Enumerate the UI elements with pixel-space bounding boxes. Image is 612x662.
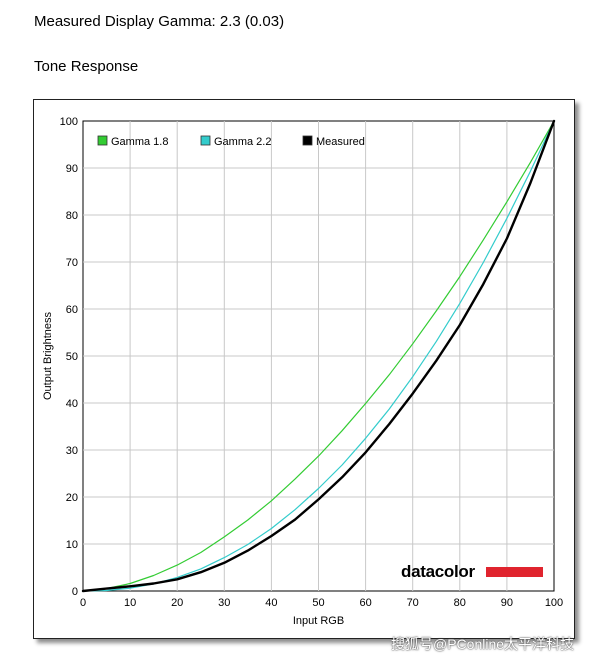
series-lines bbox=[81, 119, 556, 593]
datacolor-logo-bar bbox=[486, 567, 543, 577]
x-axis-label: Input RGB bbox=[293, 615, 344, 627]
x-tick-label: 90 bbox=[501, 597, 513, 609]
page-title: Measured Display Gamma: 2.3 (0.03) bbox=[34, 13, 285, 30]
legend-label-measured: Measured bbox=[316, 136, 365, 148]
x-tick-label: 10 bbox=[124, 597, 136, 609]
x-tick-label: 30 bbox=[218, 597, 230, 609]
y-tick-label: 100 bbox=[60, 116, 78, 128]
legend: Gamma 1.8 Gamma 2.2 Measured bbox=[97, 135, 365, 148]
chart-subtitle: Tone Response bbox=[34, 58, 139, 75]
y-tick-label: 50 bbox=[66, 351, 78, 363]
legend-swatch-gamma-2-2 bbox=[200, 135, 211, 146]
tone-response-chart: 0 10 20 30 40 50 60 70 80 90 100 0 10 20 30 40 50 60 70 80 9… bbox=[42, 116, 564, 627]
x-tick-label: 100 bbox=[545, 597, 563, 609]
legend-swatch-measured bbox=[302, 135, 313, 146]
x-tick-label: 40 bbox=[265, 597, 277, 609]
x-tick-label: 50 bbox=[312, 597, 324, 609]
x-tick-label: 0 bbox=[80, 597, 86, 609]
legend-label-gamma-2-2: Gamma 2.2 bbox=[214, 136, 271, 148]
series-line-gamma-1-8 bbox=[82, 120, 555, 592]
chart-frame: 0 10 20 30 40 50 60 70 80 90 100 0 10 20 30 40 50 60 70 80 9… bbox=[33, 99, 575, 639]
x-tick-label: 20 bbox=[171, 597, 183, 609]
tick-labels: 0 10 20 30 40 50 60 70 80 90 100 0 10 20 30 40 50 60 70 80 9… bbox=[60, 116, 564, 609]
watermark: 搜狐号@PConline太平洋科技 bbox=[391, 636, 575, 652]
y-tick-label: 60 bbox=[66, 304, 78, 316]
y-tick-label: 40 bbox=[66, 398, 78, 410]
grid bbox=[83, 121, 554, 591]
datacolor-logo-text: datacolor bbox=[401, 562, 476, 581]
y-axis-label: Output Brightness bbox=[42, 311, 54, 400]
series-line-measured bbox=[81, 119, 556, 593]
legend-label-gamma-1-8: Gamma 1.8 bbox=[111, 136, 168, 148]
x-tick-label: 60 bbox=[359, 597, 371, 609]
legend-swatch-gamma-1-8 bbox=[97, 135, 108, 146]
y-tick-label: 0 bbox=[72, 586, 78, 598]
y-tick-label: 10 bbox=[66, 539, 78, 551]
y-tick-label: 80 bbox=[66, 210, 78, 222]
y-tick-label: 20 bbox=[66, 492, 78, 504]
x-tick-label: 70 bbox=[407, 597, 419, 609]
y-tick-label: 30 bbox=[66, 445, 78, 457]
y-tick-label: 90 bbox=[66, 163, 78, 175]
datacolor-logo: datacolor bbox=[401, 562, 543, 581]
y-tick-label: 70 bbox=[66, 257, 78, 269]
x-tick-label: 80 bbox=[454, 597, 466, 609]
